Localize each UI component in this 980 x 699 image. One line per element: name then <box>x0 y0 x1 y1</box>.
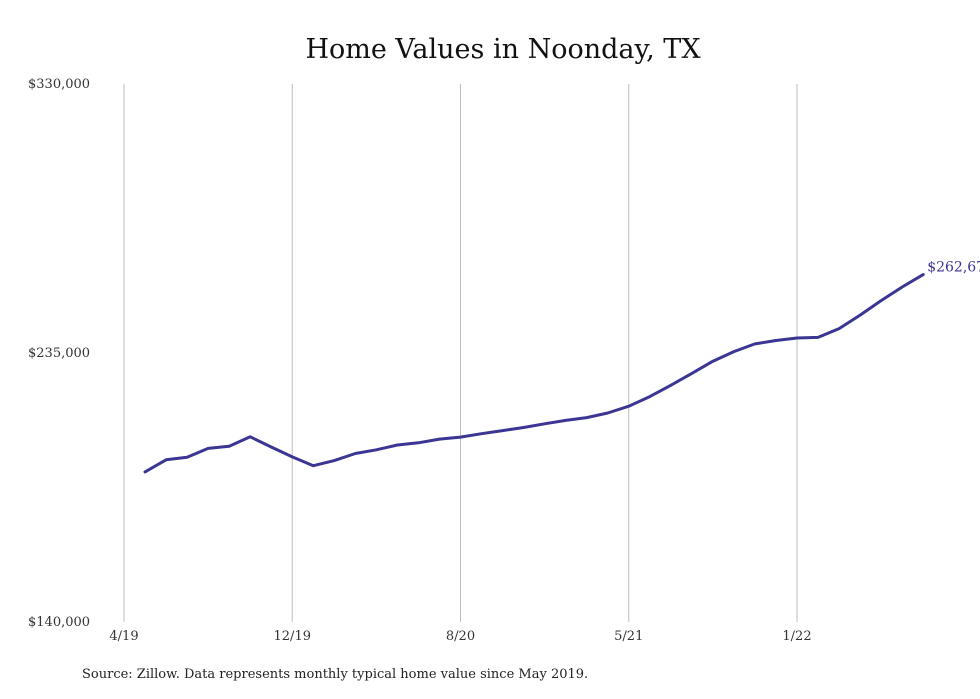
line-chart: Home Values in Noonday, TX $330,000 $235,… <box>28 34 980 644</box>
y-axis-ticks: $330,000 $235,000 $140,000 <box>28 77 90 630</box>
source-note: Source: Zillow. Data represents monthly … <box>82 667 589 682</box>
y-tick-label: $330,000 <box>28 77 90 92</box>
grid-lines <box>123 84 798 622</box>
x-tick-label: 8/20 <box>446 629 475 644</box>
x-tick-label: 5/21 <box>614 629 643 644</box>
y-tick-label: $140,000 <box>28 615 90 630</box>
x-axis-ticks: 4/19 12/19 8/20 5/21 1/22 <box>109 629 811 644</box>
x-tick-label: 12/19 <box>274 629 311 644</box>
x-tick-label: 1/22 <box>782 629 811 644</box>
end-value-label: $262,677 <box>927 260 980 276</box>
series-line <box>143 273 925 474</box>
x-tick-label: 4/19 <box>109 629 138 644</box>
y-tick-label: $235,000 <box>28 346 90 361</box>
chart-title: Home Values in Noonday, TX <box>305 34 701 65</box>
